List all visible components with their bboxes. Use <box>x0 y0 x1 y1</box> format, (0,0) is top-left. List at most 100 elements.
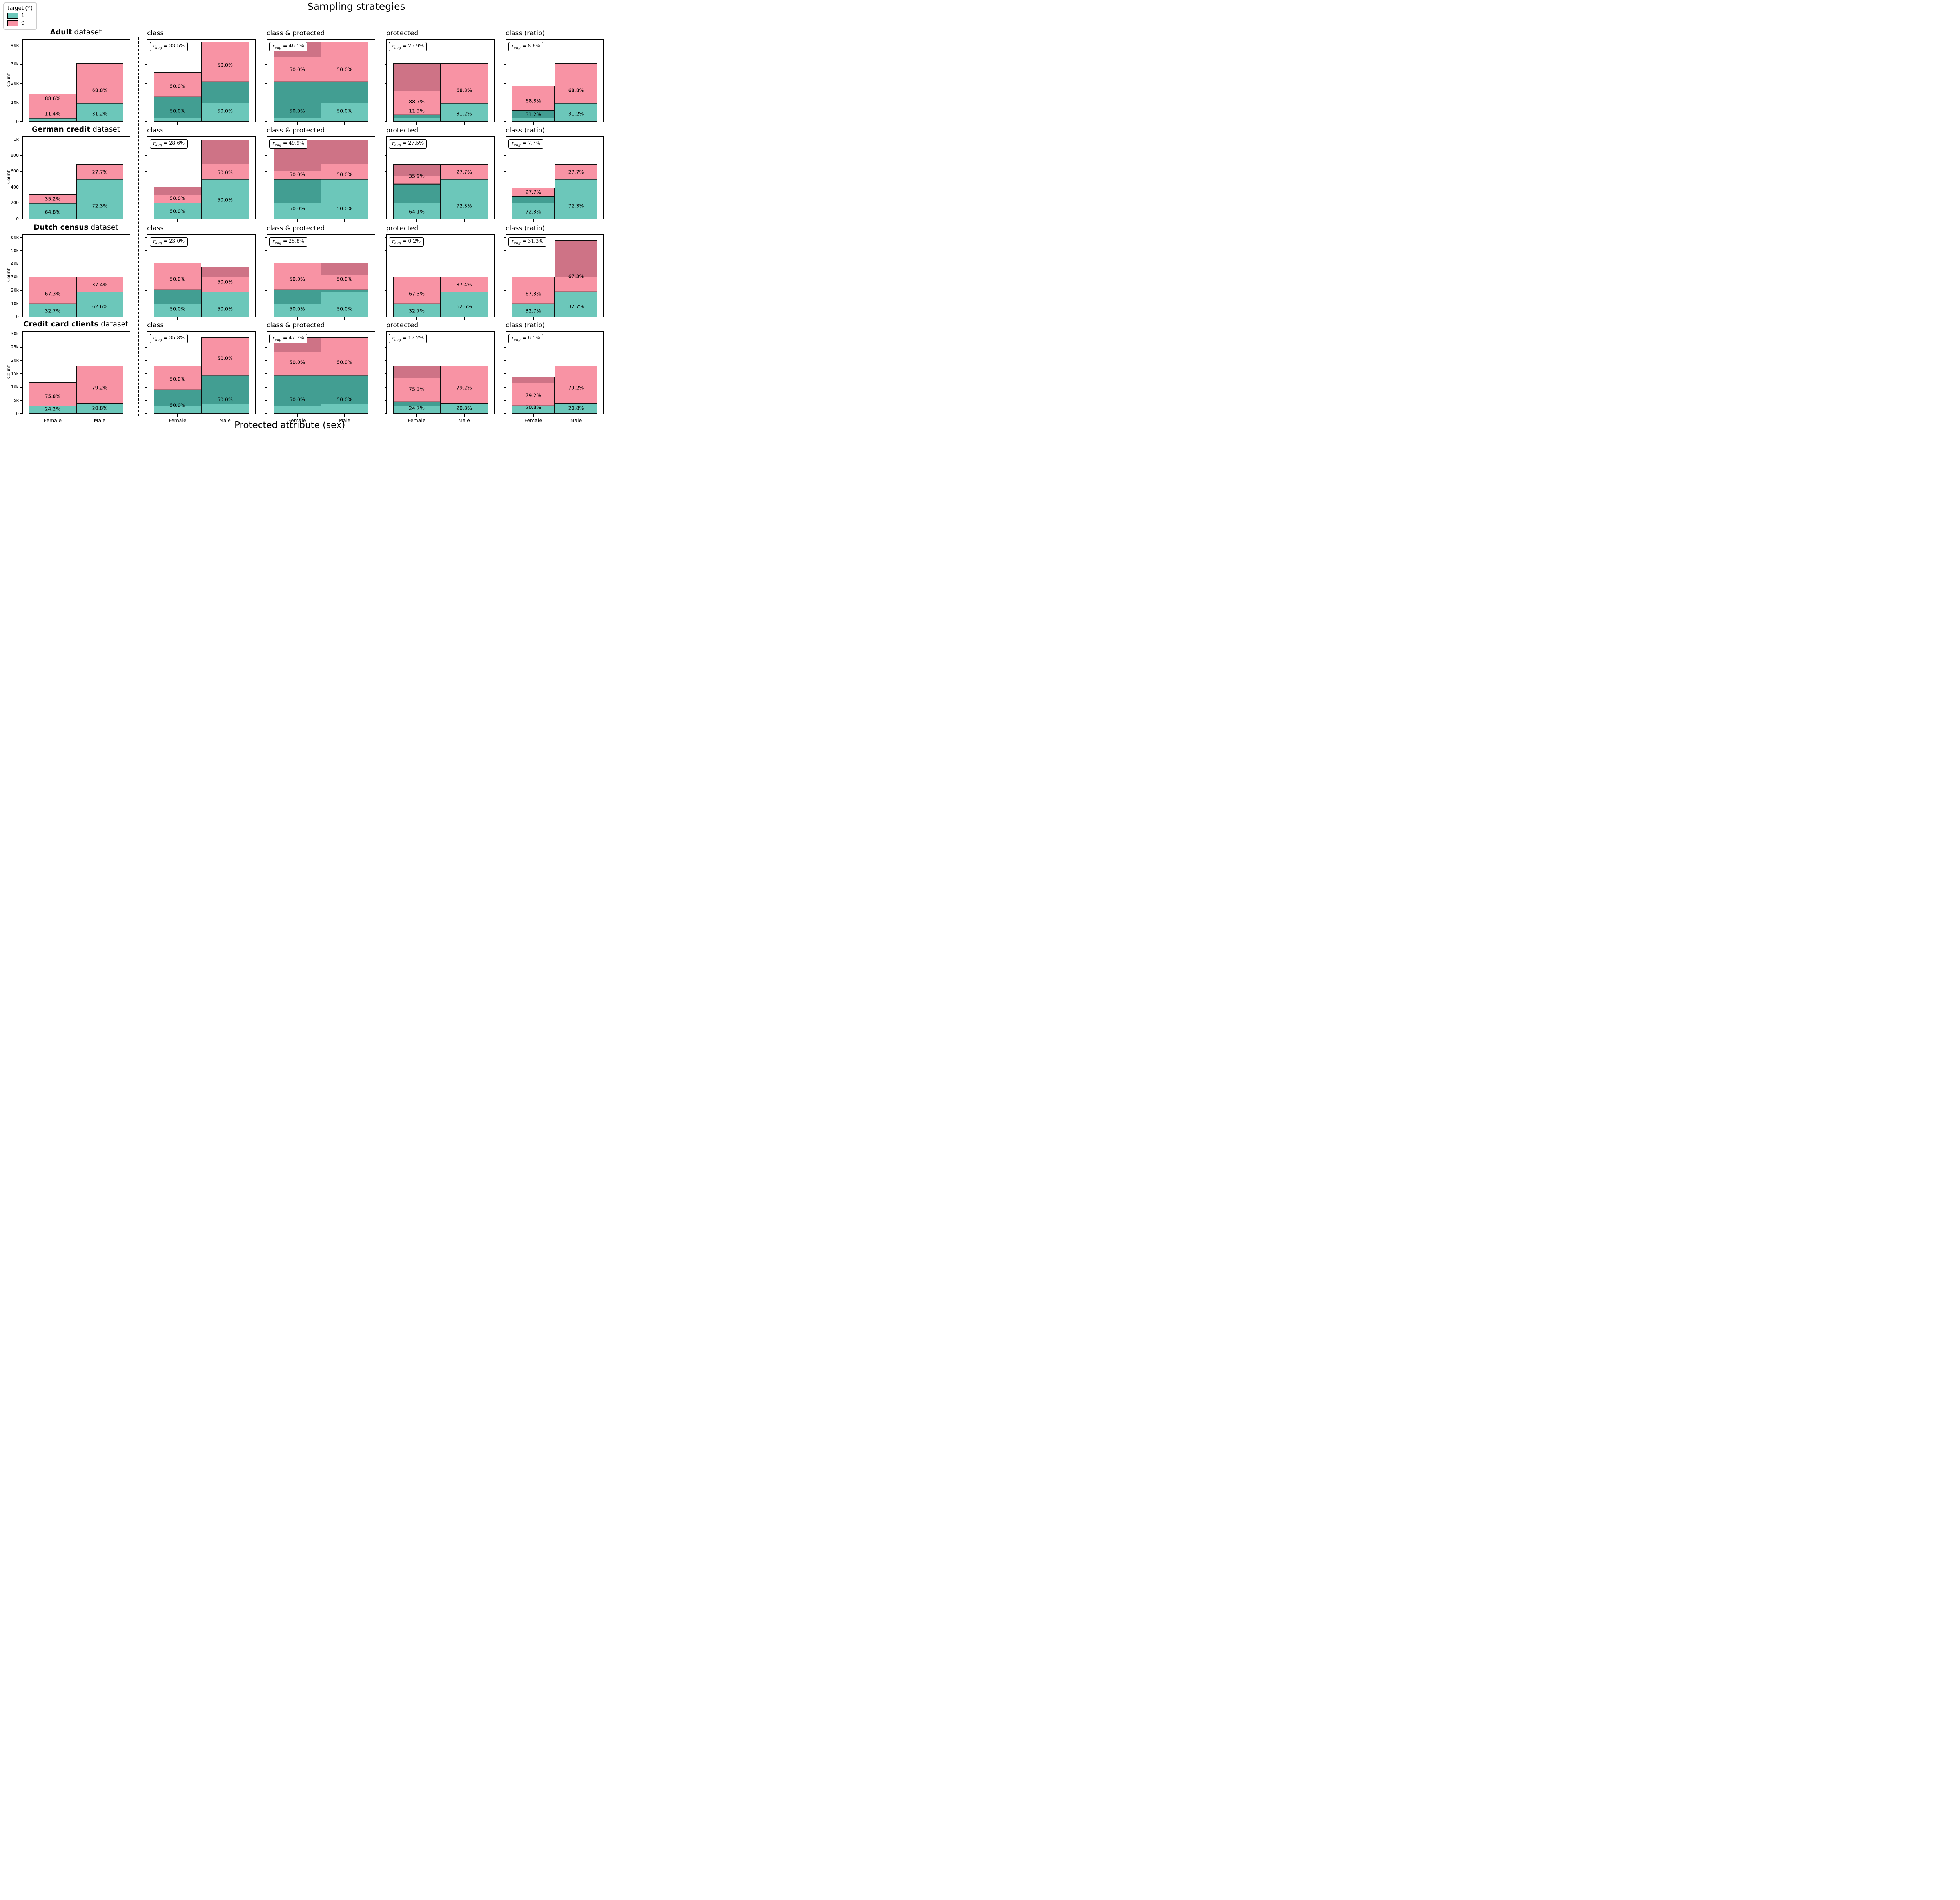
r-aug-box: raug = 47.7% <box>269 334 308 343</box>
y-tick-mark <box>504 413 506 414</box>
x-tick-mark <box>344 219 345 222</box>
r-aug-value: = 0.2% <box>401 238 421 244</box>
column-divider-line <box>138 37 139 416</box>
x-tick-mark <box>533 317 534 320</box>
stacked-bar <box>273 337 321 414</box>
x-tick-label: Male <box>94 417 106 423</box>
y-tick-mark <box>20 171 23 172</box>
bar-segment-pink-light <box>512 277 554 304</box>
stacked-bar <box>440 277 488 317</box>
bar-segment-teal-light <box>441 103 488 121</box>
bar-segment-teal-dark <box>201 82 249 103</box>
bar-segment-pink-light <box>555 366 597 404</box>
bar-percent-label: 50.0% <box>289 276 305 282</box>
strategy-heading: class <box>147 225 164 232</box>
bar-segment-pink-dark <box>393 366 440 378</box>
r-aug-symbol: r <box>272 335 275 341</box>
y-tick-mark <box>20 250 23 251</box>
bar-segment-teal-dark <box>512 196 554 203</box>
bar-percent-label: 50.0% <box>217 108 233 114</box>
subplot: 0 200 400 600 800 1k 35.2% 64.8% 27.7% 72.3% <box>11 136 130 222</box>
bar-segment-teal-light <box>512 406 554 413</box>
y-tick-mark <box>20 290 23 291</box>
y-tick-mark <box>385 171 387 172</box>
y-tick-label: 400 <box>11 184 19 190</box>
y-tick-mark <box>265 413 267 414</box>
y-tick-mark <box>265 400 267 401</box>
bar-segment-pink-light <box>555 64 597 104</box>
x-tick-mark <box>416 317 417 320</box>
plot-area: 27.7% 72.3% 27.7% 72.3% raug = 7.7% <box>504 137 603 222</box>
bar-percent-label: 27.7% <box>456 169 472 175</box>
bar-percent-label: 68.8% <box>92 87 108 93</box>
y-tick-mark <box>145 155 147 156</box>
bar-segment-pink-light <box>393 175 440 184</box>
y-tick-mark <box>145 250 147 251</box>
r-aug-symbol: r <box>512 335 514 341</box>
y-tick-label: 30k <box>11 274 19 280</box>
r-aug-value: = 47.7% <box>281 335 305 341</box>
r-aug-box: raug = 7.7% <box>508 139 544 149</box>
bar-percent-label: 50.0% <box>337 108 352 114</box>
bar-percent-label: 50.0% <box>289 205 305 212</box>
stacked-bar <box>154 72 201 122</box>
r-aug-value: = 25.8% <box>281 238 305 244</box>
stacked-bar <box>273 41 321 122</box>
r-aug-box: raug = 31.3% <box>508 237 547 247</box>
subplot: 88.7% 11.3% 68.8% 31.2% raug = 25.9% <box>385 39 495 125</box>
r-aug-subscript: aug <box>274 46 281 50</box>
bar-segment-pink-light <box>321 164 368 179</box>
bar-percent-label: 50.0% <box>170 208 185 214</box>
stacked-bar <box>76 164 123 219</box>
y-tick-mark <box>145 64 147 65</box>
bar-segment-teal-dark <box>201 375 249 404</box>
y-tick-label: 10k <box>11 100 19 105</box>
r-aug-value: = 35.8% <box>162 335 185 341</box>
bar-segment-pink-light <box>154 366 201 390</box>
r-aug-subscript: aug <box>394 241 401 245</box>
subplot: 0 5k 10k 15k 20k 25k 30k 75.8% 24.2% Female 79.2% 2… <box>11 331 130 423</box>
bar-segment-teal-light <box>555 292 597 317</box>
y-tick-mark <box>20 237 23 238</box>
bar-segment-teal-light <box>321 103 368 121</box>
legend-swatch-target-0 <box>7 20 18 26</box>
r-aug-box: raug = 17.2% <box>389 334 427 343</box>
plot-area: 0 10k 20k 30k 40k 88.6% 11.4% 68.8% 31.2% <box>11 40 130 125</box>
y-tick-label: 60k <box>11 234 19 240</box>
r-aug-value: = 23.0% <box>162 238 185 244</box>
x-tick-mark <box>177 219 178 222</box>
y-tick-mark <box>265 64 267 65</box>
stacked-bar <box>555 164 598 219</box>
subplot: 50.0% 50.0% 50.0% 50.0% raug = 23.0% <box>145 234 256 320</box>
y-tick-mark <box>504 64 506 65</box>
r-aug-box: raug = 6.1% <box>508 334 544 343</box>
stacked-bar <box>76 366 123 414</box>
r-aug-value: = 33.5% <box>162 43 185 49</box>
y-tick-mark <box>265 360 267 361</box>
bar-segment-pink-light <box>76 277 123 292</box>
bar-percent-label: 20.8% <box>92 405 108 411</box>
bar-percent-label: 67.3% <box>525 290 541 297</box>
stacked-bar <box>321 263 368 317</box>
subplot: 50.0% 50.0% 50.0% 50.0% raug = 49.9% <box>265 136 375 222</box>
bar-percent-label: 88.7% <box>409 98 425 105</box>
strategy-heading: class <box>147 127 164 134</box>
bar-segment-pink-light <box>154 72 201 97</box>
r-aug-subscript: aug <box>394 143 401 147</box>
y-tick-label: 800 <box>11 152 19 158</box>
bar-percent-label: 50.0% <box>170 376 185 382</box>
bar-segment-pink-light <box>201 337 249 376</box>
bar-percent-label: 50.0% <box>337 171 352 178</box>
y-tick-mark <box>145 360 147 361</box>
dataset-heading: Adult dataset <box>7 28 145 36</box>
bar-segment-teal-light <box>76 179 123 219</box>
bar-segment-teal-light <box>555 179 597 219</box>
y-tick-mark <box>385 155 387 156</box>
bar-segment-teal-dark <box>154 290 201 304</box>
bar-percent-label: 50.0% <box>217 355 233 361</box>
bar-segment-teal-light <box>154 303 201 317</box>
bar-percent-label: 50.0% <box>170 402 185 408</box>
r-aug-subscript: aug <box>514 241 521 245</box>
stacked-bar <box>393 366 441 414</box>
bar-segment-pink-light <box>29 195 76 203</box>
